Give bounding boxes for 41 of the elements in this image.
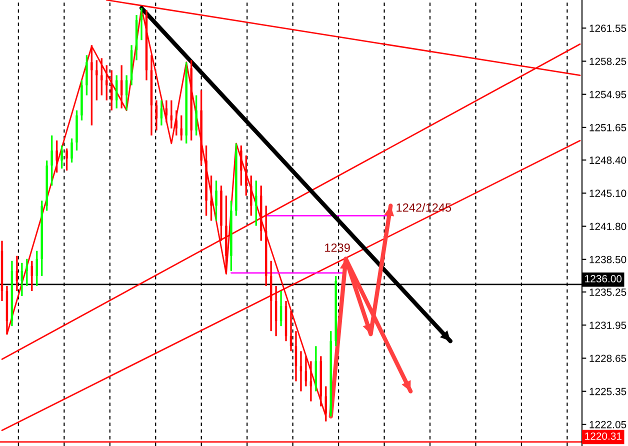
candlestick: [210, 174, 212, 222]
y-tick-label: 1235.25: [590, 288, 626, 296]
candlestick: [250, 174, 252, 217]
ref-line-label: 1236.00: [585, 275, 622, 282]
candlestick: [76, 110, 78, 152]
y-tick-label: 1222.05: [590, 420, 626, 428]
candlestick: [235, 142, 238, 217]
y-tick-label: 1225.35: [590, 388, 626, 396]
candlestick: [245, 154, 248, 196]
candlestick: [230, 200, 232, 272]
candlestick: [90, 44, 93, 126]
candlestick: [80, 79, 83, 122]
y-tick-label: 1245.10: [590, 190, 626, 198]
y-tick-label: 1238.50: [590, 256, 626, 264]
candlestick: [200, 89, 202, 166]
candlestick: [215, 180, 218, 222]
candlestick: [240, 144, 242, 186]
candlestick: [96, 59, 98, 102]
candlestick: [220, 184, 222, 242]
candlestick: [60, 144, 63, 170]
y-tick-label: 1228.65: [590, 354, 626, 362]
y-tick-label: 1231.95: [590, 322, 626, 329]
candlestick: [225, 194, 228, 275]
ref-line-label: 1220.31: [585, 432, 622, 440]
y-tick-label: 1261.55: [590, 24, 626, 32]
candlestick: [304, 355, 308, 388]
y-tick-label: 1251.65: [590, 124, 626, 132]
annotation: 1239: [325, 244, 350, 252]
candlestick: [70, 138, 73, 164]
candlestick: [56, 140, 58, 174]
y-tick-label: 1241.80: [590, 222, 626, 230]
y-tick-label: 1258.25: [590, 58, 626, 66]
candlestick: [205, 144, 208, 217]
candlestick: [66, 148, 68, 172]
candlestick: [195, 94, 198, 136]
candlestick: [86, 54, 88, 96]
candlestick: [106, 64, 108, 102]
y-tick-label: 1254.95: [590, 90, 626, 98]
candlestick: [50, 134, 53, 186]
y-tick-label: 1248.40: [590, 156, 626, 164]
candlestick: [100, 57, 103, 96]
